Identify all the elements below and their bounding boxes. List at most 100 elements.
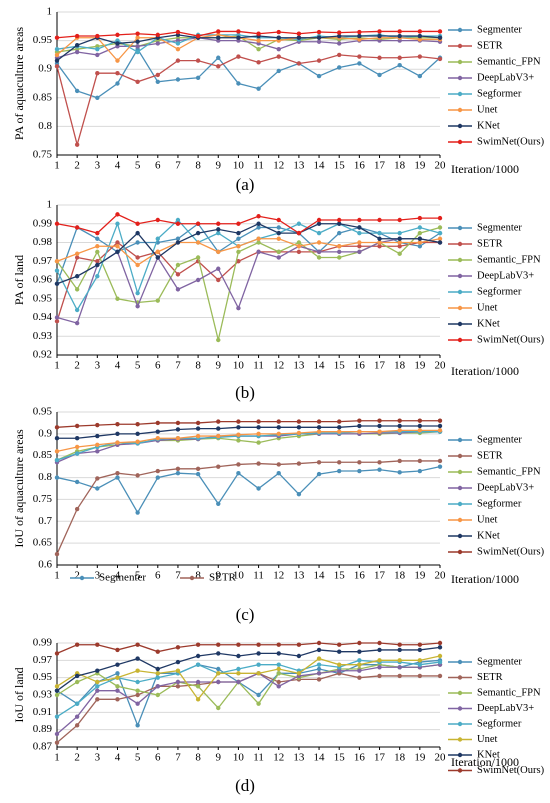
- legend-label: SETR: [209, 572, 237, 584]
- data-point: [54, 457, 60, 463]
- data-point: [236, 221, 241, 226]
- data-point: [417, 428, 423, 433]
- data-point: [175, 427, 181, 432]
- legend-label: DeepLabV3+: [477, 270, 534, 281]
- data-point: [135, 304, 140, 309]
- data-point: [54, 551, 60, 557]
- data-point: [256, 701, 261, 706]
- data-point: [276, 236, 281, 241]
- data-point: [296, 419, 302, 424]
- data-point: [155, 420, 160, 426]
- data-point: [316, 429, 322, 434]
- data-point: [417, 658, 423, 663]
- x-tick-label: 1: [54, 360, 60, 372]
- data-point: [95, 486, 100, 491]
- y-tick-label: 0.99: [33, 217, 53, 229]
- legend-label: DeepLabV3+: [477, 72, 534, 83]
- data-point: [337, 668, 342, 673]
- data-point: [256, 236, 261, 241]
- data-point: [236, 666, 241, 672]
- y-tick-label: 0.75: [33, 493, 53, 505]
- data-point: [316, 640, 322, 646]
- data-point: [276, 651, 281, 656]
- legend-marker: [457, 91, 463, 97]
- data-point: [74, 436, 80, 441]
- data-point: [135, 701, 140, 706]
- data-point: [236, 642, 241, 647]
- legend-marker: [457, 27, 463, 33]
- data-point: [216, 651, 221, 656]
- data-point: [95, 259, 100, 264]
- data-point: [236, 419, 241, 424]
- legend-label: SwimNet(Ours): [477, 136, 545, 147]
- legend-marker: [457, 768, 463, 773]
- x-tick-label: 19: [414, 360, 426, 372]
- x-tick-label: 17: [374, 160, 386, 172]
- legend-marker: [457, 305, 463, 311]
- data-point: [417, 215, 423, 221]
- data-point: [437, 240, 443, 245]
- legend-label: KNet: [477, 530, 500, 541]
- data-point: [276, 217, 281, 223]
- data-point: [417, 647, 423, 653]
- x-tick-label: 13: [293, 752, 305, 764]
- y-tick-label: 1: [47, 6, 53, 18]
- data-point: [175, 46, 181, 52]
- data-point: [377, 467, 382, 472]
- x-tick-label: 20: [435, 360, 447, 372]
- x-tick-label: 8: [195, 752, 201, 764]
- data-point: [155, 436, 160, 441]
- data-point: [276, 666, 281, 672]
- data-point: [357, 429, 362, 434]
- legend-marker: [457, 721, 463, 727]
- data-point: [54, 281, 60, 286]
- y-tick-label: 0.95: [33, 406, 53, 418]
- y-axis-label: PA of aquaculture areas: [12, 27, 26, 141]
- series-line: [56, 34, 440, 62]
- data-point: [377, 418, 382, 423]
- series-line: [56, 37, 441, 59]
- data-point: [357, 423, 362, 429]
- data-point: [155, 79, 160, 84]
- data-point: [155, 666, 160, 672]
- data-point: [135, 31, 140, 36]
- data-point: [236, 305, 241, 311]
- data-point: [155, 41, 160, 46]
- data-point: [397, 236, 402, 241]
- data-point: [377, 236, 382, 241]
- legend-marker: [457, 517, 463, 523]
- y-tick-label: 0.8: [38, 471, 52, 483]
- legend-marker: [457, 469, 463, 475]
- series-line: [56, 30, 440, 39]
- data-point: [316, 460, 322, 465]
- legend-marker: [457, 706, 463, 711]
- data-point: [377, 217, 382, 223]
- x-tick-label: 7: [175, 570, 181, 582]
- legend-marker: [457, 675, 463, 680]
- data-point: [115, 471, 120, 476]
- data-point: [195, 642, 201, 647]
- data-point: [256, 419, 261, 424]
- data-point: [54, 221, 60, 226]
- data-point: [54, 58, 60, 63]
- data-point: [155, 675, 160, 680]
- x-tick-label: 16: [354, 752, 366, 764]
- data-point: [397, 251, 402, 256]
- data-point: [337, 460, 342, 465]
- data-point: [316, 647, 322, 653]
- series-line: [56, 34, 441, 62]
- legend-label: KNet: [477, 120, 500, 131]
- caption: (d): [235, 776, 255, 795]
- x-tick-label: 2: [74, 752, 80, 764]
- data-point: [115, 662, 120, 667]
- x-tick-label: 11: [253, 752, 264, 764]
- data-point: [195, 426, 201, 431]
- legend-label: SETR: [477, 672, 503, 683]
- data-point: [74, 673, 80, 679]
- data-point: [256, 671, 261, 676]
- y-tick-label: 0.91: [33, 706, 52, 718]
- data-point: [276, 662, 281, 667]
- data-point: [357, 230, 362, 236]
- data-point: [397, 244, 402, 249]
- series-line: [56, 54, 441, 148]
